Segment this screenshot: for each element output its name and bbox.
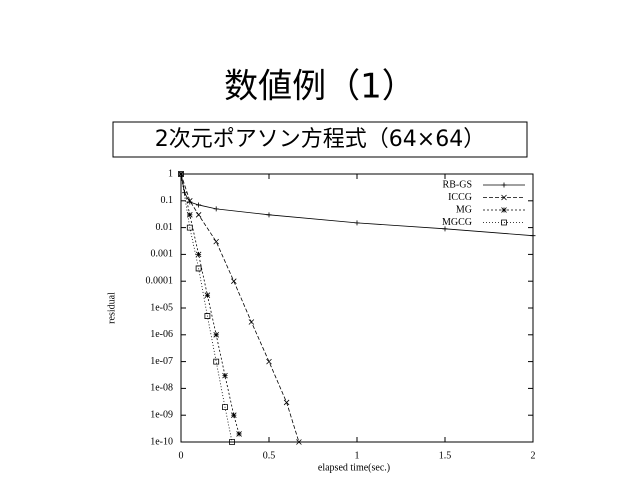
data-point	[231, 412, 237, 418]
y-tick-label: 0.001	[151, 249, 174, 260]
y-tick-label: 1e-08	[150, 383, 173, 394]
x-tick-label: 0.5	[263, 450, 276, 461]
series-line	[180, 173, 233, 443]
data-point	[195, 251, 202, 258]
x-tick-label: 1	[355, 450, 360, 461]
y-tick-label: 0.01	[156, 222, 174, 233]
data-point	[236, 431, 242, 437]
data-point	[213, 238, 219, 245]
data-point	[195, 212, 202, 218]
y-tick-label: 1	[168, 168, 173, 179]
legend-label: ICCG	[448, 192, 472, 203]
data-point	[195, 265, 202, 272]
x-axis-label: elapsed time(sec.)	[318, 462, 390, 473]
legend-label: MGCG	[442, 217, 472, 228]
y-tick-label: 1e-05	[150, 302, 173, 313]
y-tick-label: 1e-09	[150, 409, 173, 420]
series-line	[180, 173, 240, 435]
y-tick-label: 1e-10	[150, 436, 173, 447]
data-point	[213, 332, 219, 338]
slide-title: 数値例（1）	[224, 67, 416, 107]
data-point	[222, 404, 228, 411]
x-tick-label: 0	[179, 450, 184, 461]
data-point	[248, 319, 255, 325]
data-point	[231, 278, 237, 284]
data-point	[266, 358, 272, 365]
plot-frame	[180, 173, 534, 443]
data-point	[178, 171, 184, 177]
y-tick-label: 1e-07	[150, 356, 173, 367]
y-tick-label: 0.0001	[146, 275, 174, 286]
data-point	[204, 292, 211, 298]
data-point	[187, 212, 193, 218]
data-point	[266, 212, 272, 218]
legend-marker	[501, 182, 507, 188]
y-tick-label: 0.1	[161, 195, 174, 206]
data-point	[213, 358, 220, 365]
data-point	[187, 198, 193, 204]
data-point	[229, 439, 235, 445]
data-point	[196, 202, 202, 208]
data-point	[530, 233, 536, 239]
legend-marker	[501, 219, 507, 226]
legend-label: RB-GS	[443, 179, 472, 190]
data-point	[204, 313, 211, 319]
subtitle: 2次元ポアソン方程式（64×64）	[155, 127, 485, 152]
legend-marker	[501, 194, 507, 201]
x-tick-label: 2	[531, 450, 536, 461]
data-point	[213, 206, 219, 212]
data-point	[222, 372, 228, 379]
series-line	[180, 173, 534, 237]
legend-label: MG	[456, 204, 472, 215]
data-point	[186, 224, 193, 231]
legend-marker	[501, 207, 507, 213]
y-tick-label: 1e-06	[150, 329, 173, 340]
data-point	[442, 226, 448, 232]
data-point	[283, 399, 290, 406]
data-point	[296, 439, 302, 445]
y-axis-label: residual	[106, 292, 117, 324]
subtitle-box	[112, 121, 528, 158]
x-tick-label: 1.5	[439, 450, 452, 461]
data-point	[354, 220, 360, 226]
